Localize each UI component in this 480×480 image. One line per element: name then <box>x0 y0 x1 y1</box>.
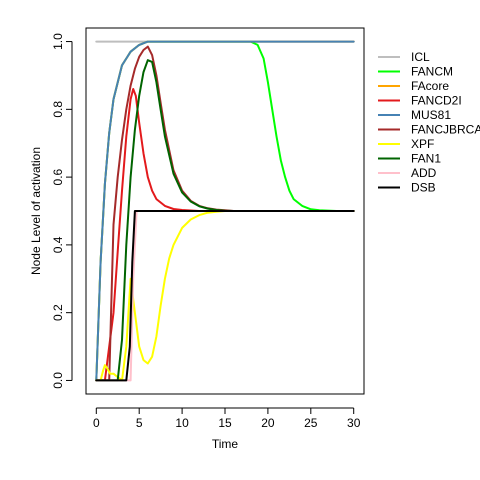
legend-label-add: ADD <box>411 166 437 180</box>
x-tick-label: 10 <box>175 416 189 430</box>
y-tick-label: 0.2 <box>51 304 65 321</box>
x-tick-label: 5 <box>136 416 143 430</box>
legend-label-fan1: FAN1 <box>411 152 441 166</box>
legend-label-facore: FAcore <box>411 79 449 93</box>
legend-label-dsb: DSB <box>411 181 436 195</box>
legend-label-fancjbrca1: FANCJBRCA1 <box>411 123 480 137</box>
series-line-add <box>95 210 355 382</box>
series-line-mus81 <box>95 40 355 382</box>
series-line-dsb <box>95 210 355 382</box>
x-tick-label: 0 <box>93 416 100 430</box>
y-tick-label: 0.4 <box>51 236 65 253</box>
x-tick-label: 25 <box>304 416 318 430</box>
x-tick-label: 20 <box>261 416 275 430</box>
y-tick-label: 0.8 <box>51 101 65 118</box>
y-tick-label: 0.6 <box>51 168 65 185</box>
x-tick-label: 30 <box>347 416 361 430</box>
legend-label-mus81: MUS81 <box>411 108 451 122</box>
legend-label-fancd2i: FANCD2I <box>411 94 462 108</box>
y-axis-label: Node Level of activation <box>29 147 43 275</box>
series-layer <box>95 40 355 382</box>
axes-layer: 0 5 10 15 20 25 30 0.0 0.2 0.4 0.6 0.8 1.0 <box>51 33 361 430</box>
plot-area-border <box>85 27 365 395</box>
y-tick-label: 0.0 <box>51 372 65 389</box>
legend: ICLFANCMFAcoreFANCD2IMUS81FANCJBRCA1XPFF… <box>378 50 480 195</box>
legend-label-fancm: FANCM <box>411 65 453 79</box>
y-tick-label: 1.0 <box>51 33 65 50</box>
x-axis-label: Time <box>212 437 239 451</box>
series-line-xpf <box>95 210 355 382</box>
legend-label-icl: ICL <box>411 50 430 64</box>
x-tick-label: 15 <box>218 416 232 430</box>
legend-label-xpf: XPF <box>411 137 434 151</box>
